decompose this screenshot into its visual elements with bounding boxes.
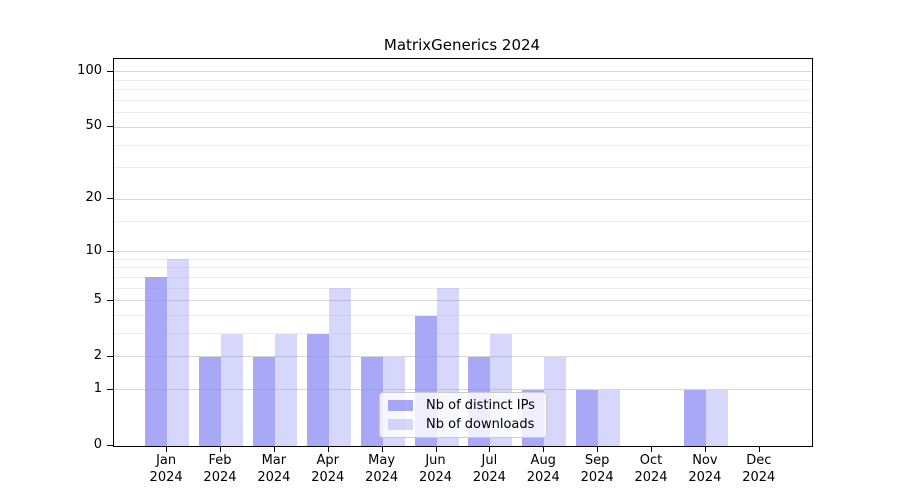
minor-gridline — [114, 315, 812, 317]
y-tick-mark — [107, 299, 113, 301]
x-tick-mark — [327, 446, 329, 452]
bar-downloads-aug — [544, 356, 567, 446]
bar-distinct-ips-may — [360, 356, 383, 446]
legend-swatch-downloads — [388, 419, 413, 430]
minor-gridline — [114, 258, 812, 260]
y-tick-mark — [107, 198, 113, 200]
x-tick-label: Aug 2024 — [526, 453, 560, 485]
major-gridline — [114, 389, 812, 391]
bar-distinct-ips-mar — [252, 356, 275, 446]
major-gridline — [114, 198, 812, 200]
major-gridline — [114, 251, 812, 253]
minor-gridline — [114, 333, 812, 335]
y-tick-label: 50 — [85, 118, 102, 134]
legend: Nb of distinct IPs Nb of downloads — [379, 392, 547, 438]
x-tick-mark — [543, 446, 545, 452]
x-tick-label: Jul 2024 — [472, 453, 506, 485]
chart-title: MatrixGenerics 2024 — [383, 36, 541, 54]
bar-downloads-jan — [167, 259, 190, 446]
y-tick-label: 10 — [85, 242, 102, 258]
x-tick-mark — [758, 446, 760, 452]
x-tick-mark — [166, 446, 168, 452]
x-tick-label: Nov 2024 — [688, 453, 722, 485]
minor-gridline — [114, 100, 812, 102]
x-tick-mark — [273, 446, 275, 452]
y-tick-mark — [107, 445, 113, 446]
major-gridline — [114, 71, 812, 73]
y-tick-mark — [107, 126, 113, 128]
minor-gridline — [114, 220, 812, 222]
x-tick-mark — [704, 446, 706, 452]
bar-distinct-ips-sep — [576, 389, 599, 446]
y-tick-label: 20 — [85, 190, 102, 206]
minor-gridline — [114, 79, 812, 81]
y-tick-label: 100 — [77, 62, 102, 78]
bar-downloads-apr — [328, 288, 351, 446]
major-gridline — [114, 356, 812, 358]
y-tick-label: 0 — [93, 437, 102, 452]
y-tick-label: 5 — [93, 291, 102, 307]
x-tick-mark — [435, 446, 437, 452]
bar-downloads-nov — [705, 389, 728, 446]
x-tick-label: Dec 2024 — [742, 453, 776, 485]
x-tick-label: Mar 2024 — [257, 453, 291, 485]
major-gridline — [114, 300, 812, 302]
legend-label-distinct-ips: Nb of distinct IPs — [426, 398, 535, 413]
x-tick-label: Apr 2024 — [311, 453, 345, 485]
y-tick-label: 2 — [93, 347, 102, 363]
x-tick-mark — [489, 446, 491, 452]
major-gridline — [114, 126, 812, 128]
bar-distinct-ips-nov — [683, 389, 706, 446]
y-tick-mark — [107, 388, 113, 390]
x-tick-label: Oct 2024 — [634, 453, 668, 485]
y-tick-mark — [107, 70, 113, 72]
legend-label-downloads: Nb of downloads — [426, 417, 535, 432]
legend-item-downloads: Nb of downloads — [388, 417, 546, 432]
y-tick-mark — [107, 355, 113, 357]
x-tick-label: Feb 2024 — [203, 453, 237, 485]
x-tick-mark — [597, 446, 599, 452]
x-tick-label: Jan 2024 — [149, 453, 183, 485]
x-tick-label: Sep 2024 — [580, 453, 614, 485]
legend-item-distinct-ips: Nb of distinct IPs — [388, 398, 546, 413]
minor-gridline — [114, 276, 812, 278]
x-tick-mark — [651, 446, 653, 452]
x-tick-mark — [381, 446, 383, 452]
minor-gridline — [114, 267, 812, 269]
bar-distinct-ips-jan — [145, 277, 168, 446]
plot-area — [113, 58, 813, 447]
x-tick-label: Jun 2024 — [418, 453, 453, 485]
bar-distinct-ips-feb — [198, 356, 221, 446]
minor-gridline — [114, 167, 812, 169]
legend-swatch-distinct-ips — [388, 400, 413, 411]
minor-gridline — [114, 89, 812, 91]
bar-downloads-feb — [220, 333, 243, 446]
bar-distinct-ips-apr — [306, 333, 329, 446]
x-tick-mark — [219, 446, 221, 452]
minor-gridline — [114, 112, 812, 114]
bar-downloads-sep — [598, 389, 621, 446]
x-tick-label: May 2024 — [365, 453, 399, 485]
y-tick-mark — [107, 250, 113, 252]
y-tick-label: 1 — [93, 380, 102, 396]
minor-gridline — [114, 144, 812, 146]
minor-gridline — [114, 287, 812, 289]
bar-downloads-mar — [274, 333, 297, 446]
